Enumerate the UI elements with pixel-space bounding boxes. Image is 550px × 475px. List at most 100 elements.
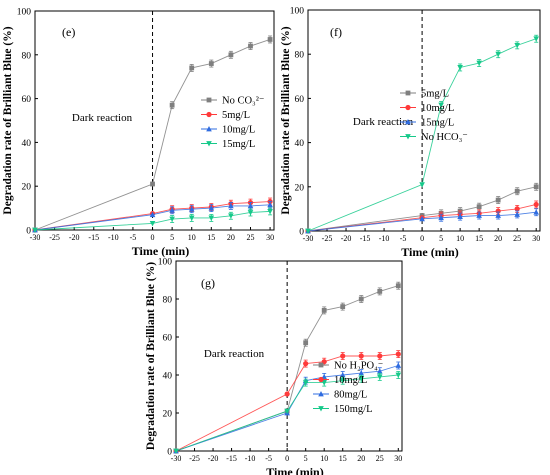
- legend-marker: [318, 391, 324, 397]
- data-point: [188, 206, 195, 212]
- data-point: [395, 372, 402, 378]
- y-tick-label: 60: [22, 95, 32, 105]
- x-tick-label: 5: [439, 234, 443, 243]
- y-tick-label: 60: [163, 334, 173, 344]
- data-point: [228, 213, 234, 219]
- x-tick-label: 5: [170, 233, 174, 242]
- data-point: [169, 102, 175, 108]
- data-point: [173, 448, 179, 454]
- data-point: [438, 214, 444, 221]
- data-point: [321, 308, 327, 313]
- data-point: [208, 205, 215, 211]
- x-tick-label: 30: [532, 234, 540, 243]
- x-tick-label: -30: [171, 454, 182, 463]
- x-tick-label: 0: [151, 233, 155, 242]
- series-line: [34, 210, 271, 231]
- plot-frame: [175, 260, 403, 452]
- data-point: [149, 221, 156, 227]
- legend-marker: [318, 362, 324, 368]
- x-tick-label: -5: [400, 234, 407, 243]
- legend-marker: [405, 119, 411, 125]
- data-point: [457, 213, 463, 220]
- y-tick-label: 60: [295, 95, 305, 105]
- data-point: [305, 228, 311, 234]
- data-point: [514, 42, 520, 49]
- series-4: [32, 207, 273, 233]
- plot-frame: [34, 10, 275, 231]
- x-tick-label: 20: [494, 234, 502, 243]
- x-tick-label: 25: [513, 234, 521, 243]
- legend-label: 5mg/L: [421, 89, 449, 100]
- data-point: [358, 296, 364, 302]
- data-point: [514, 188, 520, 194]
- x-tick-label: -25: [322, 234, 333, 243]
- data-point: [377, 353, 383, 359]
- x-tick-label: 0: [420, 234, 424, 243]
- series-4: [305, 34, 539, 234]
- series-line: [34, 39, 271, 231]
- data-point: [376, 374, 383, 380]
- y-tick-label: 100: [17, 8, 32, 18]
- legend-marker: [318, 376, 324, 383]
- x-tick-label: -15: [226, 454, 237, 463]
- y-tick-label: 0: [26, 227, 31, 237]
- data-point: [358, 370, 365, 376]
- x-tick-label: 25: [246, 233, 254, 242]
- data-point: [476, 204, 482, 210]
- data-point: [169, 207, 175, 213]
- legend-label: 10mg/L: [334, 375, 367, 386]
- data-point: [150, 181, 155, 187]
- series-line: [175, 285, 399, 452]
- data-point: [340, 304, 346, 309]
- data-point: [457, 65, 463, 71]
- y-tick-label: 100: [290, 7, 305, 17]
- x-tick-label: -5: [265, 454, 272, 463]
- legend-label: No HCO₃⁻: [421, 132, 468, 143]
- chart-panel-2: 0 20 40 60 80 100 -30 -25 -20 -15 -10 -5 0 5 10 15 20 25 3…: [280, 7, 541, 259]
- data-point: [188, 215, 195, 221]
- data-point: [32, 227, 38, 233]
- y-tick-label: 80: [163, 296, 173, 306]
- data-point: [395, 283, 401, 289]
- x-tick-label: -20: [341, 234, 352, 243]
- data-point: [339, 372, 346, 378]
- x-tick-label: -20: [69, 233, 80, 242]
- y-axis-title: Degradation rate of Brilliant Blue (%): [2, 26, 14, 214]
- x-tick-label: -15: [360, 234, 371, 243]
- y-tick-label: 40: [22, 139, 32, 149]
- x-tick-label: -5: [130, 233, 137, 242]
- legend-label: 80mg/L: [334, 390, 367, 401]
- data-point: [247, 210, 254, 216]
- data-point: [419, 215, 425, 222]
- x-tick-label: -10: [379, 234, 390, 243]
- chart-panel-3: 0 20 40 60 80 100 -30 -25 -20 -15 -10 -5 0 5 10 15 20 25 3…: [145, 258, 403, 475]
- data-point: [438, 102, 444, 109]
- plot-frame: [307, 9, 541, 232]
- series-1: [32, 35, 273, 233]
- series-line: [34, 204, 271, 231]
- data-point: [247, 202, 254, 209]
- y-axis-title: Degradation rate of Brilliant Blue (%): [280, 26, 292, 214]
- dark-reaction-label: Dark reaction: [204, 348, 265, 360]
- data-point: [377, 289, 383, 294]
- data-point: [419, 182, 425, 188]
- y-tick-label: 40: [163, 372, 173, 382]
- series-line: [307, 186, 537, 232]
- legend-marker: [405, 104, 411, 111]
- data-point: [284, 408, 290, 415]
- data-point: [395, 362, 402, 368]
- data-point: [208, 61, 214, 66]
- y-tick-label: 80: [295, 51, 305, 61]
- data-point: [533, 209, 539, 215]
- x-tick-label: -10: [108, 233, 119, 242]
- data-point: [189, 65, 195, 71]
- series-line: [175, 374, 399, 452]
- y-axis-title: Degradation rate of Brilliant Blue (%): [145, 262, 157, 450]
- x-tick-label: 30: [266, 233, 274, 242]
- data-point: [267, 208, 273, 215]
- data-point: [358, 376, 365, 382]
- x-tick-label: 10: [320, 454, 328, 463]
- series-line: [307, 38, 537, 232]
- panel-label: (e): [62, 25, 75, 39]
- x-tick-label: 0: [285, 454, 289, 463]
